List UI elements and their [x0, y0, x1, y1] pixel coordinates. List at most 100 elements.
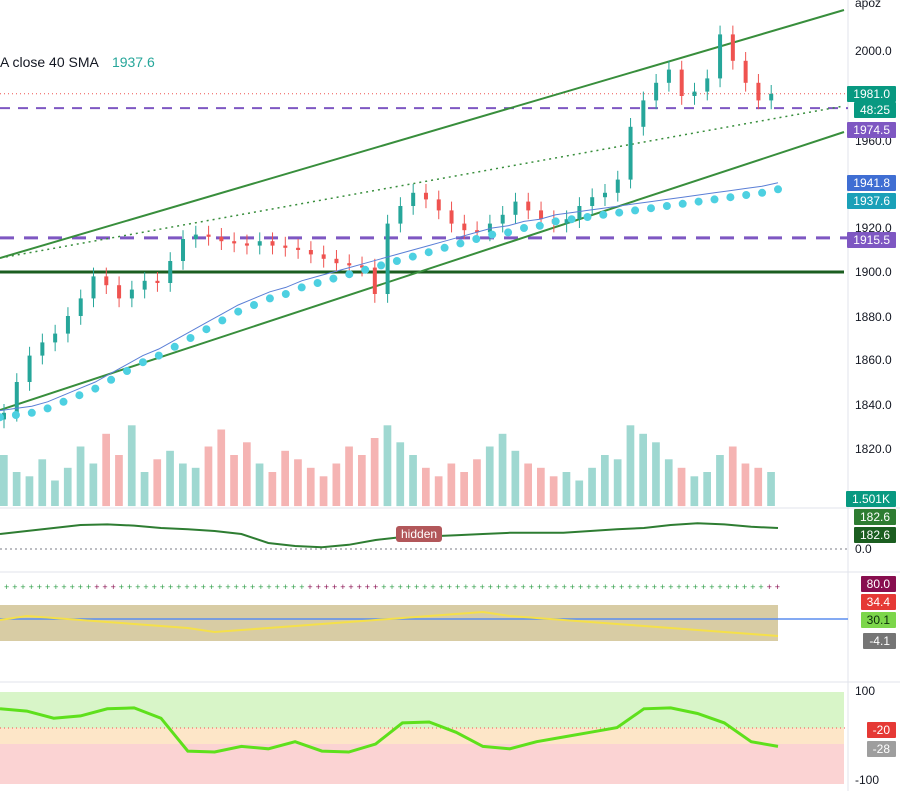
sma-dot — [170, 342, 179, 351]
candle-body — [206, 234, 211, 237]
pane3-marker: + — [29, 582, 34, 592]
volume-bar — [422, 467, 430, 507]
pane3-marker: + — [512, 582, 517, 592]
candle-body — [321, 254, 326, 259]
sma-dot — [599, 210, 608, 219]
pane3-marker: + — [340, 582, 345, 592]
sma-dot — [392, 257, 401, 265]
pane3-marker: + — [176, 582, 181, 592]
pane4-tick-100: 100 — [855, 684, 876, 698]
volume-bar — [728, 446, 737, 506]
pane3-marker: + — [275, 582, 280, 592]
price-tick-2000: 2000.0 — [855, 44, 892, 58]
volume-bar — [613, 459, 622, 507]
pane3-marker: + — [603, 582, 608, 592]
sma-legend-value: 1937.6 — [111, 54, 155, 70]
volume-bar — [562, 472, 571, 506]
candle-body — [372, 267, 377, 294]
pane3-marker: + — [102, 582, 107, 592]
sma-dot — [774, 185, 782, 194]
pane3-marker: + — [152, 582, 157, 592]
volume-bar — [498, 433, 507, 507]
candle-body — [449, 210, 454, 224]
volume-bar — [460, 472, 468, 506]
sma-dot — [567, 215, 576, 224]
pane3-marker: + — [709, 582, 714, 592]
pane3-marker: + — [250, 582, 255, 592]
volume-bar — [179, 463, 187, 506]
pane3-marker: + — [504, 582, 509, 592]
pane3-marker: + — [701, 582, 706, 592]
candle-body — [756, 82, 761, 101]
pane2-oscillator — [0, 522, 779, 549]
sma-dot — [535, 221, 544, 230]
pane3-marker: + — [381, 582, 386, 592]
pane3-marker: + — [521, 582, 526, 592]
volume-bar — [115, 455, 123, 506]
candle-body — [257, 241, 262, 246]
sma-dot — [154, 351, 163, 360]
sma-dot — [27, 408, 36, 417]
pane2-tag-a: 182.6 — [853, 509, 896, 525]
pane3-marker: + — [635, 582, 640, 592]
candle-body — [602, 192, 607, 198]
pane3-marker: + — [94, 582, 99, 592]
sma-dot — [345, 270, 354, 279]
volume-bar — [396, 442, 405, 507]
pane3-marker: + — [611, 582, 616, 592]
pane3-marker: + — [119, 582, 124, 592]
pane3-marker: + — [266, 582, 271, 592]
price-tick-1840: 1840.0 — [855, 398, 892, 412]
ma-1941-tag: 1941.8 — [847, 175, 896, 191]
pane3-marker: + — [529, 582, 534, 592]
pane3-marker: + — [61, 582, 66, 592]
level-1974-tag: 1974.5 — [847, 122, 896, 138]
candle-body — [628, 126, 633, 180]
pane3-marker: + — [160, 582, 165, 592]
volume-bar — [0, 455, 8, 506]
pane4-tag-neg20: -20 — [866, 722, 896, 738]
candle-body — [129, 289, 134, 299]
volume-bar — [281, 450, 289, 507]
candle-body — [666, 69, 671, 83]
candle-body — [14, 382, 19, 413]
candle-body — [743, 60, 748, 83]
volume-bar — [76, 446, 85, 506]
pane3-marker: + — [37, 582, 42, 592]
sma-dot — [678, 199, 687, 208]
sma-dot — [408, 252, 417, 261]
candle-body — [2, 412, 6, 420]
sma-dot — [297, 283, 306, 292]
sma-dot — [218, 316, 227, 325]
pane3-marker: + — [594, 582, 599, 592]
hidden-badge[interactable]: hidden — [396, 526, 443, 542]
sma-dot — [329, 274, 338, 283]
pane3-marker: + — [726, 582, 731, 592]
pane3-marker: + — [480, 582, 485, 592]
pane3-oscillator — [0, 610, 779, 637]
volume-bar — [268, 472, 277, 506]
sma-legend-label: A close 40 SMA — [0, 54, 99, 70]
volume-bar — [741, 463, 750, 506]
pane2-tag-b: 182.6 — [853, 527, 896, 543]
pane3-marker: + — [455, 582, 460, 592]
volume-bar — [153, 459, 162, 507]
pane3-marker: + — [660, 582, 665, 592]
volume-bar — [703, 472, 711, 506]
sma-dot — [202, 325, 211, 334]
pane3-marker: + — [184, 582, 189, 592]
pane3-marker: + — [758, 582, 763, 592]
candle-body — [283, 245, 288, 248]
volume-bar — [626, 425, 635, 507]
price-tick-1820: 1820.0 — [855, 442, 892, 456]
volume-bar — [549, 476, 558, 507]
sma-dot — [758, 188, 767, 197]
candle-body — [475, 230, 480, 233]
pane3-marker: + — [299, 582, 304, 592]
volume-tag: 1.501K — [845, 491, 896, 507]
pane3-marker: + — [406, 582, 411, 592]
sma-dot — [91, 384, 100, 393]
candle-body — [564, 219, 569, 224]
pane3-marker: + — [488, 582, 493, 592]
